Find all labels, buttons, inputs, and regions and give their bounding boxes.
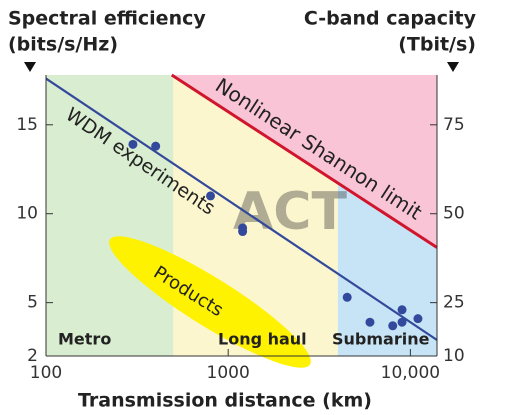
limit-line [170,73,438,249]
y-axis-title: Spectral efficiency [8,8,206,30]
y2-axis-unit: (Tbit/s) [398,34,476,56]
y-tick-label: 2 [27,346,38,366]
data-point [388,321,398,331]
products-region [109,236,311,368]
trend-line [45,77,438,341]
y2-tick-label: 25 [443,293,465,313]
y-axis-unit: (bits/s/Hz) [8,34,118,56]
y2-tick-label: 10 [443,346,465,366]
y-tick-label: 15 [16,115,38,135]
data-point [151,141,161,151]
data-point [397,317,407,327]
x-tick-label: 1000 [207,363,250,383]
data-point [128,139,138,149]
x-axis-title: Transmission distance (km) [78,390,372,412]
y-tick-label: 10 [16,204,38,224]
data-point [238,227,248,237]
region-label: Submarine [332,330,430,349]
axis-arrow [447,62,459,72]
region-label: Metro [58,330,111,349]
data-point [365,317,375,327]
y2-tick-label: 75 [443,115,465,135]
data-point [206,191,216,201]
data-point [342,292,352,302]
watermark: ACT [233,182,347,242]
y2-axis-title: C-band capacity [304,8,477,30]
data-point [397,305,407,315]
data-point [413,314,423,324]
y2-tick-label: 50 [443,204,465,224]
y-tick-label: 5 [27,293,38,313]
x-tick-label: 10,000 [381,363,440,383]
region-label: Long haul [218,330,307,349]
axis-arrow [24,62,36,72]
x-tick-label: 100 [30,363,62,383]
